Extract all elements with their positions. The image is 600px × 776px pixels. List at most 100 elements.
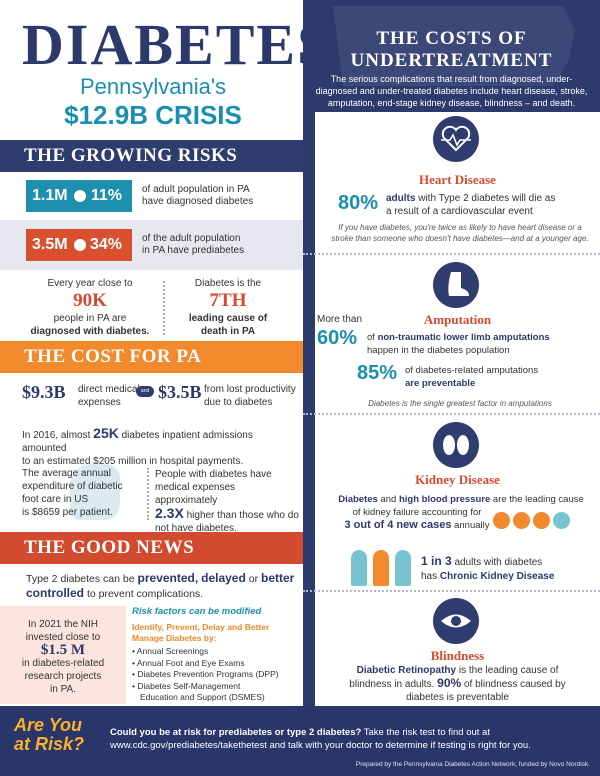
amp-line: of diabetes-related amputations bbox=[405, 365, 539, 376]
blindness-text: Diabetic Retinopathy is the leading caus… bbox=[325, 664, 590, 704]
pre-number: 3.5M bbox=[32, 236, 68, 253]
risk-factors-sub: Identify, Prevent, Delay and Better Mana… bbox=[132, 622, 302, 644]
lost-cost: $3.5B bbox=[158, 382, 202, 402]
gn-keyword: delayed bbox=[201, 571, 246, 585]
list-item-text: Diabetes Prevention Programs (DPP) bbox=[137, 669, 279, 679]
risk-row-diagnosed: 1.1M 11% of adult population in PA have … bbox=[0, 172, 303, 220]
divider bbox=[303, 253, 600, 255]
footer bbox=[0, 706, 600, 776]
list-item: • Annual Screenings bbox=[132, 646, 209, 656]
risk-line: in PA have prediabetes bbox=[142, 245, 245, 256]
exp-number: 2.3X bbox=[155, 505, 184, 521]
stat-pill: 1.1M 11% bbox=[26, 180, 132, 212]
list-item-text: Annual Screenings bbox=[136, 646, 209, 656]
divider bbox=[163, 281, 165, 335]
kidney-ratio-text: 1 in 3 adults with diabetes has Chronic … bbox=[421, 554, 554, 584]
admissions-text: In 2016, almost 25K diabetes inpatient a… bbox=[22, 426, 298, 468]
foot-line: expenditure of diabetic bbox=[22, 481, 123, 492]
kidney-text-2: of kidney failure accounting for 3 out o… bbox=[317, 506, 517, 532]
page-subtitle: Pennsylvania's bbox=[79, 74, 227, 99]
list-item: • Annual Foot and Eye Exams bbox=[132, 657, 245, 668]
blindness-bold: Diabetic Retinopathy bbox=[356, 665, 457, 676]
person bbox=[373, 550, 389, 586]
lost-text: from lost productivity due to diabetes bbox=[204, 383, 296, 409]
section-good-news: THE GOOD NEWS bbox=[0, 532, 303, 564]
amp-bold: are preventable bbox=[405, 378, 476, 389]
nih-line: in diabetes-related bbox=[21, 658, 105, 669]
footer-title-line: Are You bbox=[14, 715, 83, 735]
risk-text: of the adult population in PA have predi… bbox=[142, 233, 244, 257]
rank-stat: Diabetes is the 7TH leading cause of dea… bbox=[168, 277, 288, 338]
foot-line: foot care in US bbox=[22, 494, 89, 505]
people-icon bbox=[349, 550, 419, 588]
amputation-pct2: 85% bbox=[357, 362, 398, 384]
yearly-text: people in PA are bbox=[53, 313, 127, 324]
footer-title-line: at Risk? bbox=[14, 734, 85, 754]
amp-line: of bbox=[367, 332, 375, 343]
blindness-heading: Blindness bbox=[430, 648, 485, 663]
kidney-heading: Kidney Disease bbox=[415, 472, 500, 487]
footer-title: Are You at Risk? bbox=[14, 716, 84, 754]
direct-line: direct medical bbox=[78, 384, 140, 395]
expenses-text: People with diabetes have medical expens… bbox=[155, 468, 300, 535]
connector-dot bbox=[74, 239, 86, 251]
eye-icon bbox=[433, 598, 479, 644]
risk-text: of adult population in PA have diagnosed… bbox=[142, 184, 253, 208]
undertreatment-intro: The serious complications that result fr… bbox=[315, 74, 588, 108]
amputation-heading: Amputation bbox=[423, 312, 492, 327]
rank-text: death in PA bbox=[200, 326, 256, 337]
adults-percent: 11% bbox=[90, 187, 122, 204]
footer-text: Could you be at risk for prediabetes or … bbox=[110, 726, 590, 752]
list-item: • Diabetes Prevention Programs (DPP) bbox=[132, 669, 279, 679]
gn-text: Type 2 diabetes can be bbox=[26, 573, 135, 585]
foot-care-text: The average annual expenditure of diabet… bbox=[22, 467, 142, 519]
amputation-note: Diabetes is the single greatest factor i… bbox=[368, 399, 552, 408]
left-column: DIABETES Pennsylvania's $12.9B CRISIS TH… bbox=[0, 0, 329, 706]
heart-heading: Heart Disease bbox=[419, 172, 496, 187]
footer-question: Could you be at risk for prediabetes or … bbox=[110, 727, 362, 738]
title-line: UNDERTREATMENT bbox=[350, 50, 553, 71]
footer-link[interactable]: www.cdc.gov/prediabetes/takethetest and … bbox=[110, 740, 531, 751]
gn-keyword: controlled bbox=[26, 586, 85, 600]
cost-row: $9.3B direct medical expenses and $3.5B … bbox=[22, 382, 298, 412]
rank-lead: Diabetes is the bbox=[194, 278, 262, 289]
lost-line: due to diabetes bbox=[204, 397, 273, 408]
plus-circle bbox=[493, 512, 510, 529]
heart-line: with Type 2 diabetes will die as bbox=[418, 193, 556, 204]
nih-amount: $1.5 M bbox=[40, 642, 86, 658]
kidney-text: Diabetes and high blood pressure are the… bbox=[321, 493, 600, 506]
pre-percent: 34% bbox=[89, 236, 122, 253]
plus-circle bbox=[513, 512, 530, 529]
title-line: THE COSTS OF bbox=[376, 28, 527, 49]
adults-number: 1.1M bbox=[32, 187, 68, 204]
heart-line: a result of a cardiovascular event bbox=[386, 206, 533, 217]
heart-pct: 80% bbox=[338, 192, 379, 214]
kidney-bold: high blood pressure bbox=[398, 494, 491, 505]
blindness-line: is the leading cause of bbox=[458, 665, 559, 676]
list-item-text: Education and Support (DSMES) bbox=[140, 692, 265, 702]
nih-box bbox=[0, 606, 126, 704]
gn-text: to prevent complications. bbox=[86, 588, 204, 600]
amp-bold: non-traumatic lower limb amputations bbox=[377, 332, 550, 343]
risk-line: have diagnosed diabetes bbox=[142, 196, 254, 207]
heart-pulse-icon bbox=[433, 116, 479, 162]
amputation-pct: 60% bbox=[317, 327, 358, 349]
heart-note: If you have diabetes, you're twice as li… bbox=[331, 223, 589, 243]
direct-cost: $9.3B bbox=[22, 382, 66, 402]
kidney-line: and bbox=[380, 494, 397, 505]
kidney-line: of kidney failure accounting for bbox=[352, 507, 482, 518]
risk-factors-title: Risk factors can be modified bbox=[132, 606, 262, 617]
kidney-line: annually bbox=[454, 520, 490, 531]
foot-line: The average annual bbox=[22, 468, 111, 479]
blindness-line: blindness in adults. bbox=[349, 679, 435, 690]
nih-line: invested close to bbox=[25, 632, 101, 643]
divider bbox=[303, 590, 600, 592]
kidney-bold: Chronic Kidney Disease bbox=[439, 571, 555, 582]
risk-row-prediabetes: 3.5M 34% of the adult population in PA h… bbox=[0, 220, 303, 270]
rank-text: leading cause of bbox=[188, 313, 268, 324]
gn-text: or bbox=[248, 573, 259, 585]
exp-line: People with diabetes have bbox=[155, 469, 272, 480]
nih-line: In 2021 the NIH bbox=[27, 619, 99, 630]
kidney-line: are the leading cause bbox=[492, 494, 584, 505]
crisis-amount: $12.9B CRISIS bbox=[64, 100, 242, 130]
